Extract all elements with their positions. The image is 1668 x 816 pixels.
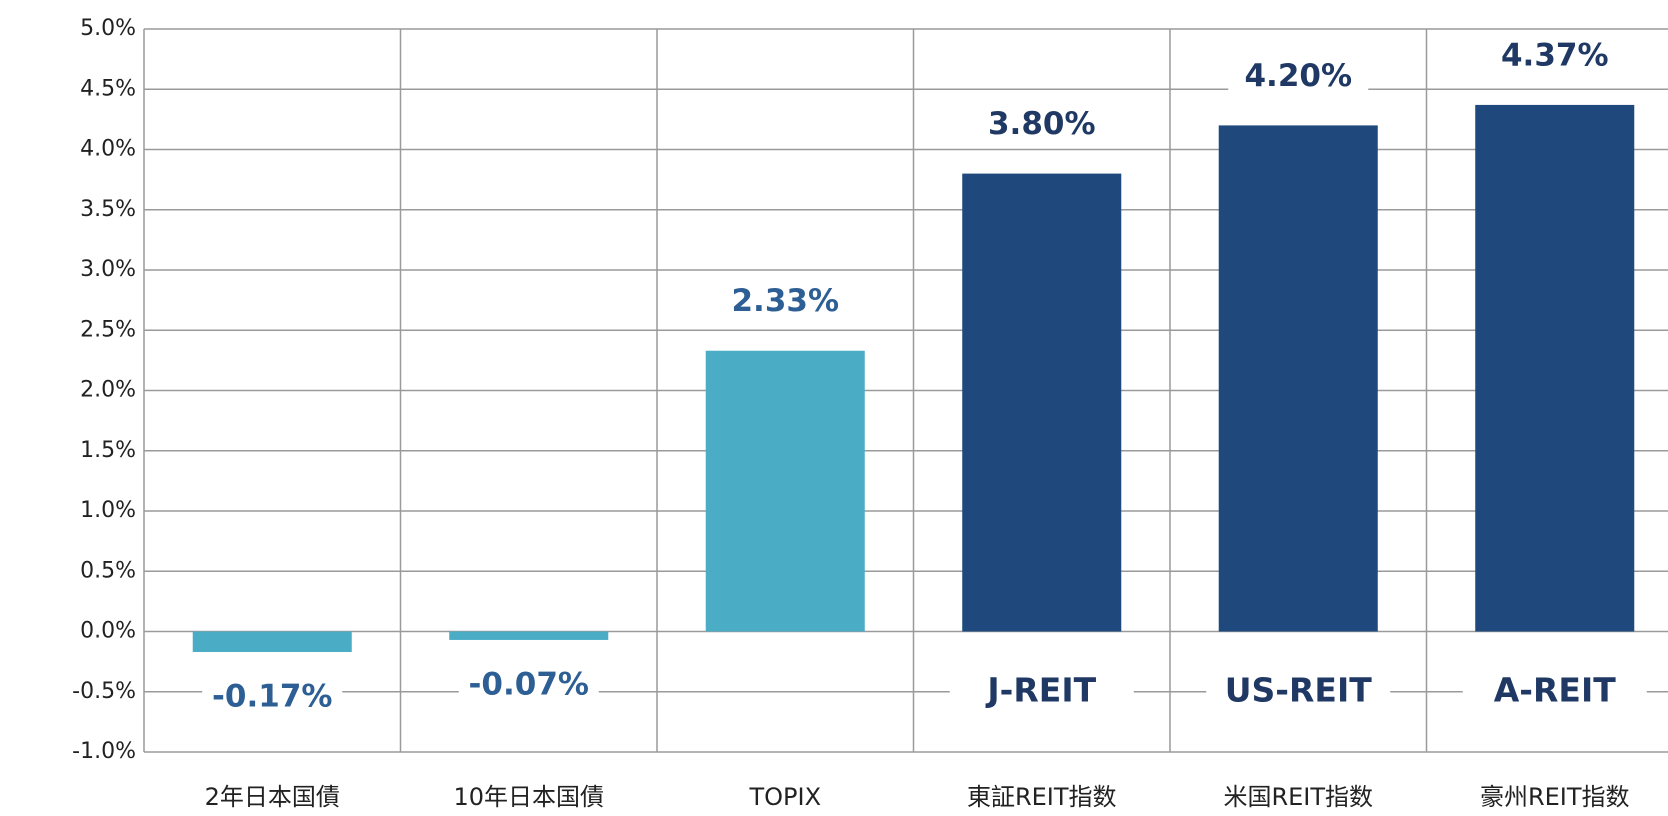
x-tick-label: 米国REIT指数 — [1223, 783, 1373, 811]
y-tick-label: 4.5% — [80, 76, 136, 101]
bar — [1475, 104, 1635, 632]
annotation-bg — [949, 667, 1134, 716]
annotation-bg — [1462, 667, 1647, 716]
y-tick-label: 2.5% — [80, 317, 136, 342]
bar — [705, 350, 865, 632]
y-tick-label: 0.5% — [80, 558, 136, 583]
value-label-bg — [971, 103, 1112, 148]
x-tick-label: 東証REIT指数 — [967, 783, 1117, 811]
bar — [449, 631, 609, 640]
y-tick-label: 0.0% — [80, 619, 136, 644]
annotation-bg — [1206, 667, 1391, 716]
y-tick-label: 1.5% — [80, 438, 136, 463]
x-tick-label: 2年日本国債 — [205, 783, 340, 811]
value-label: 3.80% — [988, 106, 1096, 142]
y-tick-label: 2.0% — [80, 378, 136, 403]
x-tick-label: TOPIX — [748, 783, 821, 811]
value-label-bg — [1484, 34, 1625, 79]
y-tick-label: 1.0% — [80, 498, 136, 523]
y-tick-label: -0.5% — [72, 679, 136, 704]
value-label-bg — [202, 675, 343, 720]
annotation: A-REIT — [1494, 670, 1616, 709]
y-tick-label: -1.0% — [72, 739, 136, 764]
annotation: J-REIT — [985, 670, 1096, 709]
value-label: 4.37% — [1501, 37, 1609, 73]
y-tick-label: 5.0% — [80, 16, 136, 41]
bar — [962, 173, 1122, 632]
bar — [1218, 125, 1378, 632]
value-label: -0.07% — [469, 666, 589, 702]
y-tick-label: 3.0% — [80, 257, 136, 282]
x-tick-label: 10年日本国債 — [453, 783, 604, 811]
value-label-bg — [1228, 55, 1369, 100]
y-tick-label: 4.0% — [80, 137, 136, 162]
value-label-bg — [715, 280, 856, 325]
value-label: -0.17% — [212, 678, 332, 714]
y-tick-label: 3.5% — [80, 197, 136, 222]
x-tick-label: 豪州REIT指数 — [1480, 783, 1630, 811]
bar — [192, 631, 352, 652]
annotation: US-REIT — [1225, 670, 1372, 709]
value-label: 4.20% — [1244, 58, 1352, 94]
value-label-bg — [458, 663, 599, 708]
value-label: 2.33% — [731, 283, 839, 319]
